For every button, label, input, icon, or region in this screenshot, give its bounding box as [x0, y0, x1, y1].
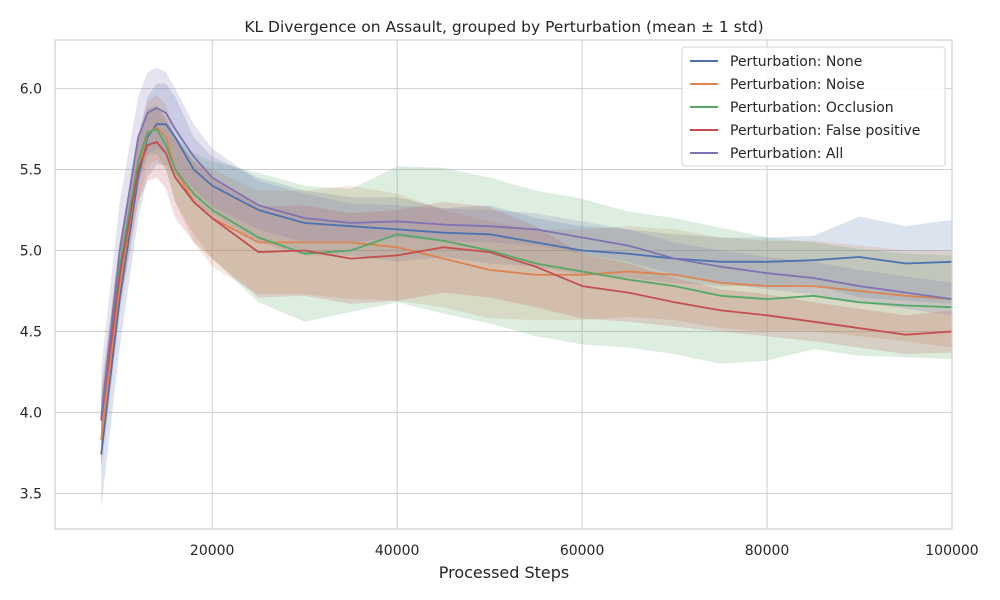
std-band — [101, 83, 952, 508]
legend: Perturbation: None Perturbation: Noise Per… — [681, 46, 946, 167]
std-band — [101, 106, 952, 453]
series-line — [100, 107, 953, 418]
y-tick-label: 5.5 — [20, 163, 42, 179]
y-axis-ticks: 3.5 4.0 4.5 5.0 5.5 6.0 — [20, 82, 42, 503]
series-line — [100, 126, 953, 441]
legend-entry: Perturbation: All — [730, 146, 843, 162]
plot-frame — [54, 39, 953, 530]
chart-title: KL Divergence on Assault, grouped by Per… — [244, 18, 763, 36]
series-line — [100, 128, 953, 421]
std-band — [101, 95, 952, 473]
legend-entry: Perturbation: False positive — [730, 123, 920, 139]
legend-entry: Perturbation: Noise — [730, 77, 865, 93]
std-band — [101, 67, 952, 466]
legend-box — [681, 46, 946, 167]
y-tick-label: 3.5 — [20, 486, 42, 502]
y-tick-label: 4.5 — [20, 324, 42, 340]
series-line — [100, 141, 953, 421]
y-tick-label: 4.0 — [20, 405, 42, 421]
x-tick-label: 100000 — [925, 543, 978, 559]
x-tick-label: 40000 — [375, 543, 420, 559]
std-band — [101, 104, 952, 445]
legend-entry: Perturbation: Occlusion — [730, 100, 894, 116]
std-bands — [101, 67, 952, 508]
x-tick-label: 80000 — [745, 543, 790, 559]
x-axis-label: Processed Steps — [439, 563, 570, 582]
y-tick-label: 6.0 — [20, 82, 42, 98]
x-tick-label: 60000 — [560, 543, 605, 559]
x-axis-ticks: 20000 40000 60000 80000 100000 — [190, 543, 979, 559]
series-line — [100, 123, 953, 455]
y-tick-label: 5.0 — [20, 243, 42, 259]
x-tick-label: 20000 — [190, 543, 235, 559]
legend-entry: Perturbation: None — [730, 54, 862, 70]
series-lines — [100, 107, 953, 455]
